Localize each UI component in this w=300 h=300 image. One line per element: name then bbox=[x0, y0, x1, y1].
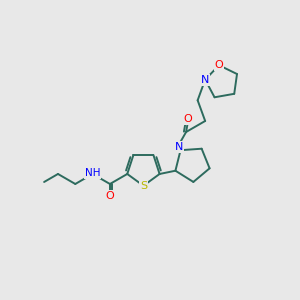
Text: O: O bbox=[184, 114, 193, 124]
Text: S: S bbox=[140, 181, 147, 191]
Text: N: N bbox=[201, 75, 209, 85]
Text: N: N bbox=[175, 142, 183, 152]
Text: O: O bbox=[215, 60, 224, 70]
Text: NH: NH bbox=[85, 168, 100, 178]
Text: O: O bbox=[106, 191, 114, 201]
